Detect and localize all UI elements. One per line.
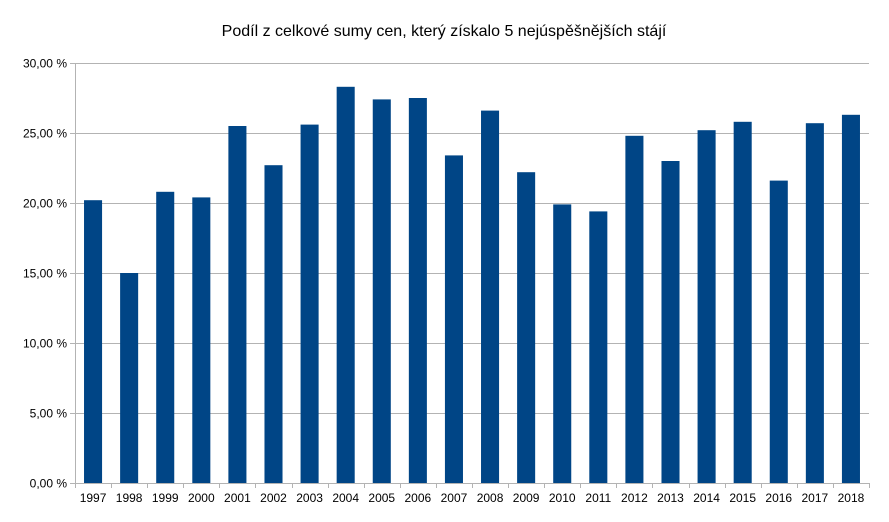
x-axis-tick-labels: 1997 1998 1999 2000 2001 2002 2003 2004 2005 2006…	[80, 491, 865, 505]
x-tick-label: 2005	[368, 491, 395, 505]
bar-2009	[517, 172, 536, 483]
bar-2004	[336, 86, 355, 484]
x-tick-label: 2001	[224, 491, 251, 505]
x-tick-label: 2012	[621, 491, 648, 505]
bar-2012	[625, 135, 644, 484]
x-tick-label: 2008	[477, 491, 504, 505]
y-tick-label: 20,00 %	[23, 197, 67, 211]
x-tick-label: 2009	[513, 491, 540, 505]
bar-2011	[589, 211, 608, 483]
x-tick-label: 2004	[332, 491, 359, 505]
bar-1998	[120, 273, 139, 483]
y-axis-tick-labels: 0,00 % 5,00 % 10,00 % 15,00 % 20,00 % 25,00 %…	[23, 57, 67, 491]
bar-2016	[769, 180, 788, 483]
bar-2013	[661, 161, 680, 483]
x-tick-label: 1999	[152, 491, 179, 505]
x-tick-label: 2007	[441, 491, 468, 505]
y-tick-label: 0,00 %	[30, 477, 68, 491]
y-tick-label: 15,00 %	[23, 267, 67, 281]
y-tick-label: 30,00 %	[23, 57, 67, 71]
x-tick-label: 2006	[405, 491, 432, 505]
bar-2008	[481, 110, 500, 483]
bar-1997	[84, 200, 103, 483]
x-tick-label: 2002	[260, 491, 287, 505]
x-tick-label: 2013	[657, 491, 684, 505]
bar-2018	[841, 114, 860, 484]
bar-2000	[192, 197, 211, 483]
x-tick-label: 2010	[549, 491, 576, 505]
x-tick-label: 2017	[802, 491, 829, 505]
x-tick-label: 2003	[296, 491, 323, 505]
x-tick-label: 2018	[838, 491, 865, 505]
x-tick-label: 2014	[693, 491, 720, 505]
bar-1999	[156, 191, 175, 484]
bar-2007	[444, 155, 463, 483]
bars	[84, 86, 860, 484]
bar-2017	[805, 123, 824, 483]
bar-2006	[408, 98, 427, 483]
x-tick-label: 2015	[729, 491, 756, 505]
bar-2010	[553, 204, 572, 483]
y-tick-label: 10,00 %	[23, 337, 67, 351]
x-tick-label: 1998	[116, 491, 143, 505]
y-tick-label: 25,00 %	[23, 127, 67, 141]
bar-2005	[372, 99, 391, 484]
x-tick-label: 2011	[585, 491, 611, 505]
bar-2002	[264, 165, 283, 483]
chart-title: Podíl z celkové sumy cen, který získalo …	[222, 23, 667, 40]
x-tick-label: 1997	[80, 491, 107, 505]
y-tick-label: 5,00 %	[30, 407, 68, 421]
bar-2014	[697, 130, 716, 483]
bar-2003	[300, 124, 319, 483]
axes	[70, 63, 870, 488]
x-tick-label: 2000	[188, 491, 215, 505]
x-tick-label: 2016	[765, 491, 792, 505]
bar-2015	[733, 121, 752, 484]
bar-2001	[228, 126, 247, 483]
